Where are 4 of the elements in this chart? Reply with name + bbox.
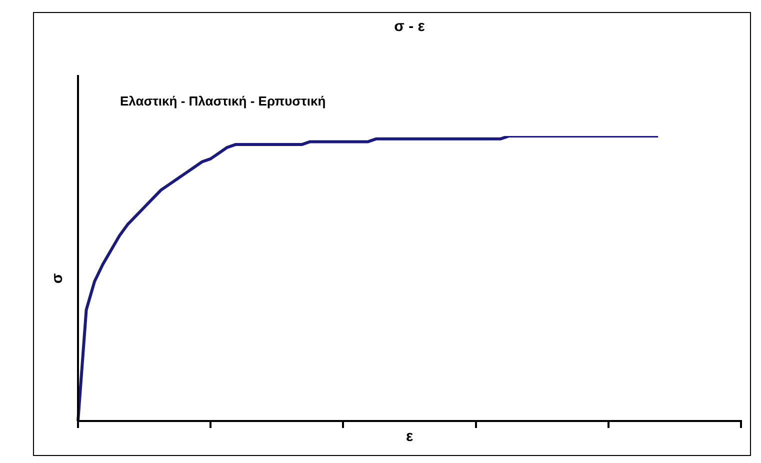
chart-title: σ - ε	[394, 18, 425, 36]
text: Ελαστική - Πλαστική - Ερπυστική	[120, 94, 326, 109]
y-axis-title: σ	[49, 273, 66, 284]
x-axis-title: ε	[406, 428, 414, 446]
